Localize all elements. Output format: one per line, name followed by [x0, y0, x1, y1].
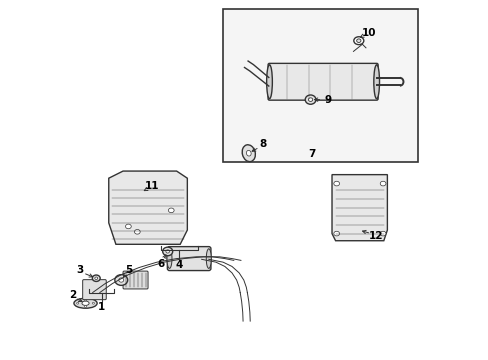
Ellipse shape: [308, 98, 312, 102]
Ellipse shape: [77, 302, 79, 304]
Bar: [223, 9, 417, 162]
Ellipse shape: [168, 208, 174, 213]
Ellipse shape: [242, 145, 255, 162]
Ellipse shape: [92, 275, 100, 282]
Ellipse shape: [206, 249, 211, 269]
Text: 4: 4: [176, 260, 183, 270]
FancyBboxPatch shape: [123, 271, 148, 289]
Polygon shape: [331, 175, 386, 241]
Ellipse shape: [134, 229, 140, 234]
Text: 2: 2: [68, 290, 76, 300]
Ellipse shape: [305, 95, 315, 104]
Ellipse shape: [163, 247, 172, 256]
Ellipse shape: [92, 302, 94, 304]
Ellipse shape: [84, 306, 86, 307]
Text: 7: 7: [308, 149, 315, 159]
Ellipse shape: [380, 231, 385, 236]
FancyBboxPatch shape: [82, 280, 106, 300]
Ellipse shape: [84, 299, 86, 301]
Text: 9: 9: [324, 95, 331, 105]
Ellipse shape: [165, 250, 169, 253]
Ellipse shape: [74, 298, 97, 308]
Ellipse shape: [125, 224, 131, 229]
Ellipse shape: [380, 181, 385, 186]
Ellipse shape: [119, 278, 123, 282]
Text: 8: 8: [259, 139, 266, 149]
Text: 10: 10: [361, 28, 375, 38]
Ellipse shape: [266, 65, 272, 99]
FancyBboxPatch shape: [267, 63, 377, 100]
Ellipse shape: [82, 301, 89, 305]
Text: 12: 12: [368, 231, 383, 242]
Ellipse shape: [333, 231, 339, 236]
Ellipse shape: [115, 275, 127, 285]
Ellipse shape: [353, 37, 363, 45]
Text: 5: 5: [124, 265, 132, 275]
Polygon shape: [108, 171, 187, 244]
Ellipse shape: [373, 65, 379, 99]
Ellipse shape: [246, 150, 251, 156]
FancyBboxPatch shape: [167, 247, 210, 271]
Text: 1: 1: [98, 302, 105, 312]
Text: 3: 3: [76, 265, 83, 275]
Text: 6: 6: [157, 259, 164, 269]
Ellipse shape: [333, 181, 339, 186]
Ellipse shape: [166, 249, 172, 269]
Text: 11: 11: [145, 181, 159, 192]
Ellipse shape: [95, 277, 98, 279]
Ellipse shape: [356, 39, 360, 42]
